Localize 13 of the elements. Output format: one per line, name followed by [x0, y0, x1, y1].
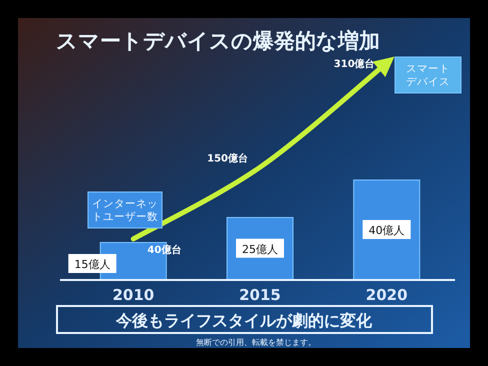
text: 今後もライフスタイルが劇的に変化	[115, 311, 373, 330]
data-label: 25億人	[242, 242, 278, 256]
data-label: 150億台	[207, 152, 248, 164]
title: スマートデバイスの爆発的な増加	[56, 29, 380, 53]
data-label: 310億台	[334, 58, 375, 70]
x-tick-label: 2010	[112, 286, 154, 304]
series-label: スマートデバイス	[406, 63, 450, 88]
data-label: 15億人	[74, 258, 110, 271]
x-tick-label: 2015	[239, 286, 281, 304]
text: 無断での引用、転載を禁じます。	[196, 338, 316, 347]
x-tick-label: 2020	[366, 286, 408, 304]
data-label: 40億人	[368, 224, 405, 237]
series-label: インターネットユーザー数	[92, 198, 158, 223]
